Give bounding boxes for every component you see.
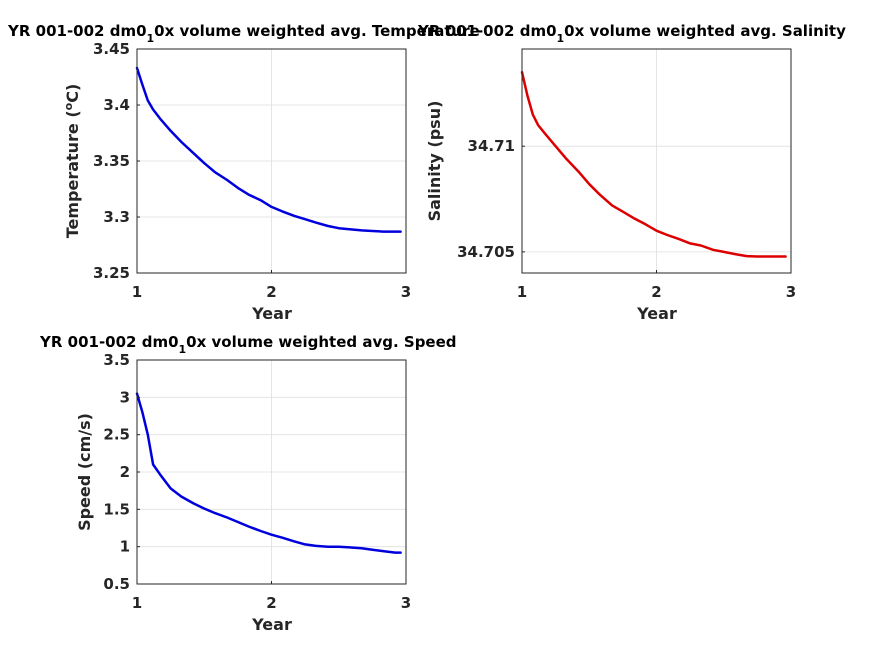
temperature-xlabel: Year (251, 304, 292, 323)
chart-title-temperature: YR 001-002 dm010x volume weighted avg. T… (7, 22, 480, 45)
salinity-xtick-label: 2 (651, 283, 661, 301)
salinity-xtick-label: 1 (517, 283, 527, 301)
speed-ytick-label: 3 (120, 388, 130, 406)
temperature-axes: 1 2 3 3.25 3.3 3.35 3.4 3.45 (93, 40, 411, 301)
speed-xtick-label: 2 (266, 594, 276, 612)
speed-series-line (135, 392, 402, 554)
salinity-xlabel: Year (636, 304, 677, 323)
speed-ytick-label: 2.5 (103, 426, 130, 444)
temperature-xtick-label: 3 (401, 283, 411, 301)
temperature-ylabel: Temperature (oC) (62, 84, 82, 239)
speed-ytick-label: 2 (120, 463, 130, 481)
temperature-xtick-label: 1 (132, 283, 142, 301)
temperature-ytick-label: 3.3 (103, 208, 130, 226)
temperature-ytick-label: 3.25 (93, 264, 130, 282)
chart-title-salinity: YR 001-002 dm010x volume weighted avg. S… (417, 22, 846, 45)
temperature-series-line (135, 66, 402, 233)
salinity-series-line (520, 70, 787, 258)
temperature-ytick-label: 3.45 (93, 40, 130, 58)
temperature-xtick-label: 2 (266, 283, 276, 301)
speed-ylabel: Speed (cm/s) (75, 413, 94, 531)
speed-ytick-label: 1.5 (103, 500, 130, 518)
chart-title-speed: YR 001-002 dm010x volume weighted avg. S… (39, 333, 457, 356)
speed-xlabel: Year (251, 615, 292, 634)
speed-ytick-label: 1 (120, 538, 130, 556)
speed-ytick-label: 0.5 (103, 575, 130, 593)
salinity-ytick-label: 34.705 (457, 243, 515, 261)
speed-xtick-label: 3 (401, 594, 411, 612)
salinity-ylabel: Salinity (psu) (425, 101, 444, 222)
speed-xtick-label: 1 (132, 594, 142, 612)
salinity-xtick-label: 3 (786, 283, 796, 301)
salinity-ytick-label: 34.71 (468, 137, 515, 155)
speed-axes: 1 2 30.511.522.533.5 (103, 351, 411, 612)
temperature-ytick-label: 3.4 (103, 96, 130, 114)
salinity-axes: 1 2 3 34.705 34.71 (457, 48, 796, 301)
speed-ytick-label: 3.5 (103, 351, 130, 369)
temperature-ytick-label: 3.35 (93, 152, 130, 170)
